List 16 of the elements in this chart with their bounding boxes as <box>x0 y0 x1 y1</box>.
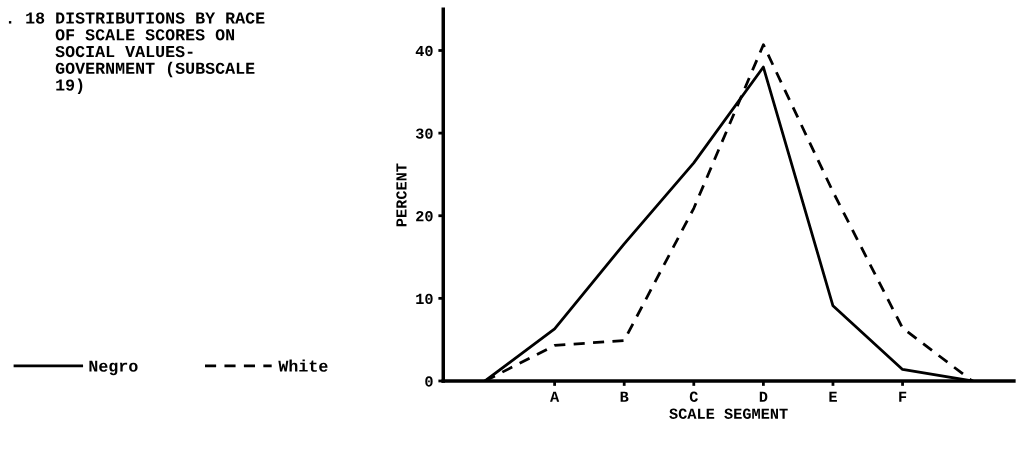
x-tick-label: E <box>829 391 837 402</box>
x-tick-label: A <box>550 391 560 402</box>
x-tick-label: B <box>620 391 629 402</box>
x-tick-label: C <box>689 391 698 402</box>
y-tick-label: 10 <box>416 293 433 305</box>
y-tick-label: 40 <box>415 45 433 57</box>
x-tick-label: D <box>759 391 768 402</box>
y-tick-label: 0 <box>425 376 433 387</box>
x-axis-title: SCALE SEGMENT <box>669 408 788 419</box>
y-tick-label: 20 <box>416 211 433 222</box>
legend-label: Negro <box>89 360 138 376</box>
legend-label: White <box>278 359 328 372</box>
y-tick-label: 30 <box>415 128 433 139</box>
x-tick-label: F <box>899 391 907 402</box>
y-axis-title: PERCENT <box>396 163 407 227</box>
text: . 18 DISTRIBUTIONS BY RACE OF SCALE SCORES ON SOCIAL VALUES- GOVERNMENT (SUBSCALE 19) <box>8 12 265 94</box>
